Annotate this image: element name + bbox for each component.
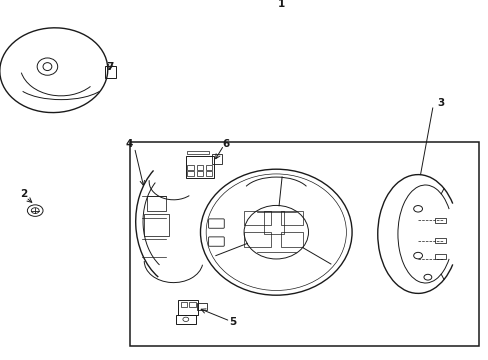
Bar [281,211,303,225]
Text: 5: 5 [228,317,236,327]
Bar [189,302,195,307]
Bar [244,211,271,225]
Bar [264,211,283,234]
Bar [197,303,206,310]
Bar [186,151,208,154]
Bar [196,171,203,176]
Bar [434,254,445,259]
Bar [144,214,168,236]
Text: 2: 2 [20,189,27,199]
Text: 7: 7 [106,62,114,72]
Bar [129,142,478,346]
Text: 1: 1 [277,0,284,9]
Bar [205,165,212,170]
Bar [205,171,212,176]
Bar [176,315,195,324]
Text: 3: 3 [437,98,444,108]
Text: 4: 4 [125,139,133,149]
Bar [281,232,303,247]
Bar [434,238,445,243]
Bar [187,165,193,170]
Bar [185,156,214,178]
Bar [434,218,445,223]
Bar [187,171,193,176]
Bar [146,196,166,211]
Bar [244,232,271,247]
Text: 6: 6 [222,139,229,149]
Bar [211,154,222,164]
Bar [196,165,203,170]
Bar [177,300,198,315]
Bar [181,302,187,307]
